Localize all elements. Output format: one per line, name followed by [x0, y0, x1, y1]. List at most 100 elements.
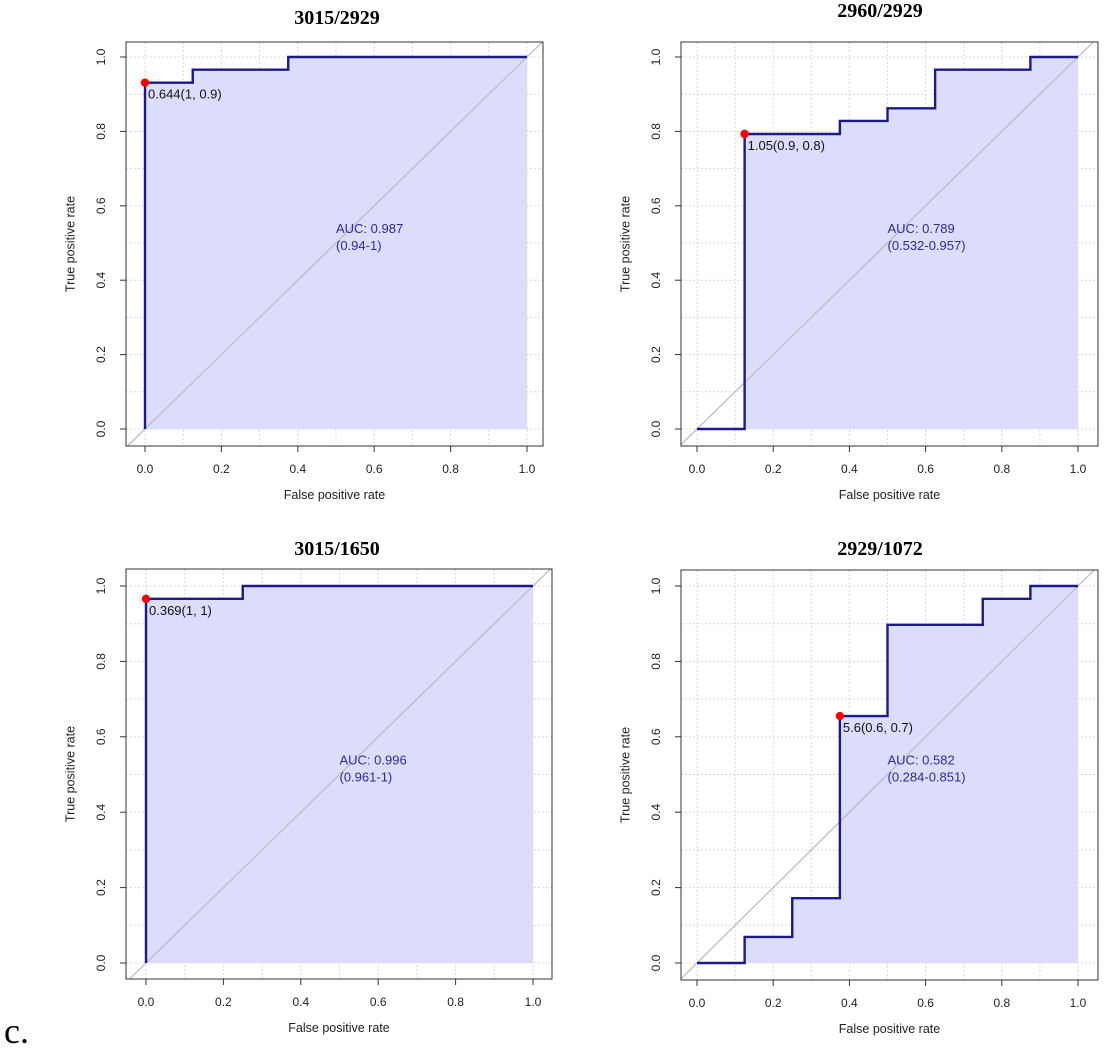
x-tick-label: 1.0 — [1070, 996, 1087, 1010]
best-threshold-point — [835, 711, 845, 721]
y-tick-label: 1.0 — [649, 577, 663, 594]
plot-frame — [680, 41, 1099, 447]
x-tick-label: 0.6 — [370, 995, 387, 1009]
auc-ci-label: (0.532-0.957) — [888, 238, 966, 253]
y-axis-label: True positive rate — [63, 726, 77, 822]
y-tick-label: 0.0 — [649, 420, 663, 437]
best-threshold-label: 0.369(1, 1) — [149, 603, 212, 618]
y-tick-label: 0.0 — [649, 954, 663, 971]
roc-panel-3: 3015/1650 0.0 0.2 0.4 0.6 0.8 1.0 False positiv… — [63, 538, 553, 1035]
auc-ci-label: (0.94-1) — [336, 238, 382, 253]
y-tick-label: 0.2 — [649, 346, 663, 363]
best-threshold-point — [140, 78, 150, 87]
roc-panel-1: 3015/2929 0.0 0.2 0.4 0.6 0.8 1.0 False positiv… — [63, 7, 544, 502]
y-axis-label: True positive rate — [618, 196, 632, 292]
best-threshold-label: 5.6(0.6, 0.7) — [843, 720, 913, 735]
diagonal-reference-line — [681, 42, 1095, 446]
chart-title: 2960/2929 — [837, 0, 923, 22]
y-tick-label: 1.0 — [94, 577, 108, 594]
x-tick-label: 1.0 — [519, 462, 536, 476]
y-tick-label: 0.8 — [649, 123, 663, 140]
diagonal-reference-line — [126, 42, 543, 446]
diagonal-reference-line — [681, 570, 1096, 980]
x-tick-label: 0.6 — [917, 462, 934, 476]
chart-title: 2929/1072 — [837, 538, 923, 560]
roc-curve — [697, 584, 1078, 965]
roc-curve — [697, 55, 1078, 431]
diagonal-reference-line — [128, 569, 552, 979]
x-tick-label: 0.4 — [289, 462, 306, 476]
y-tick-label: 1.0 — [649, 48, 663, 65]
x-tick-label: 0.0 — [689, 996, 706, 1010]
auc-value-label: AUC: 0.996 — [340, 753, 407, 768]
x-tick-label: 0.6 — [917, 996, 934, 1010]
y-axis: 0.0 0.2 0.4 0.6 0.8 1.0 True positive rate — [618, 577, 681, 971]
best-threshold-point — [740, 129, 749, 139]
y-tick-label: 0.6 — [94, 197, 108, 214]
y-tick-label: 1.0 — [94, 48, 108, 65]
plot-frame — [125, 568, 553, 980]
x-tick-label: 0.8 — [993, 996, 1010, 1010]
x-tick-label: 0.2 — [215, 995, 232, 1009]
y-axis-label: True positive rate — [618, 727, 632, 823]
x-tick-label: 0.0 — [137, 462, 154, 476]
panel-label: c. — [4, 1011, 29, 1051]
y-tick-label: 0.4 — [94, 272, 108, 289]
auc-ci-label: (0.284-0.851) — [888, 770, 966, 785]
y-tick-label: 0.2 — [649, 879, 663, 896]
y-tick-label: 0.6 — [94, 728, 108, 745]
x-tick-label: 0.2 — [213, 462, 230, 476]
y-tick-label: 0.2 — [94, 879, 108, 896]
x-tick-label: 0.0 — [689, 462, 706, 476]
x-tick-label: 0.6 — [366, 462, 383, 476]
x-axis-label: False positive rate — [284, 488, 385, 502]
y-tick-label: 0.2 — [94, 346, 108, 363]
x-tick-label: 1.0 — [525, 995, 542, 1009]
y-axis: 0.0 0.2 0.4 0.6 0.8 1.0 True positive rate — [618, 48, 681, 437]
x-axis: 0.0 0.2 0.4 0.6 0.8 1.0 False positive rate — [689, 446, 1087, 502]
x-tick-label: 0.0 — [138, 995, 155, 1009]
y-tick-label: 0.4 — [649, 804, 663, 821]
x-axis-label: False positive rate — [288, 1021, 389, 1035]
roc-curve — [144, 584, 533, 963]
best-threshold-label: 1.05(0.9, 0.8) — [748, 138, 825, 153]
y-tick-label: 0.4 — [649, 272, 663, 289]
x-tick-label: 0.4 — [292, 995, 309, 1009]
best-threshold-point — [141, 594, 151, 604]
x-axis: 0.0 0.2 0.4 0.6 0.8 1.0 False positive rate — [138, 979, 542, 1035]
x-axis: 0.0 0.2 0.4 0.6 0.8 1.0 False positive rate — [689, 980, 1087, 1036]
x-tick-label: 0.4 — [841, 996, 858, 1010]
x-tick-label: 0.4 — [841, 462, 858, 476]
y-tick-label: 0.6 — [649, 197, 663, 214]
plot-frame — [125, 41, 544, 447]
y-tick-label: 0.4 — [94, 804, 108, 821]
chart-title: 3015/2929 — [294, 7, 380, 29]
x-axis-label: False positive rate — [839, 488, 940, 502]
x-axis: 0.0 0.2 0.4 0.6 0.8 1.0 False positive rate — [137, 446, 536, 502]
x-tick-label: 0.8 — [993, 462, 1010, 476]
x-axis-label: False positive rate — [839, 1022, 940, 1036]
y-tick-label: 0.8 — [94, 653, 108, 670]
roc-panel-4: 2929/1072 0.0 0.2 0.4 0.6 0.8 1.0 False positiv… — [618, 538, 1099, 1036]
auc-ci-label: (0.961-1) — [340, 770, 393, 785]
y-tick-label: 0.0 — [94, 420, 108, 437]
chart-title: 3015/1650 — [294, 538, 380, 560]
x-tick-label: 0.8 — [447, 995, 464, 1009]
y-tick-label: 0.6 — [649, 728, 663, 745]
y-tick-label: 0.8 — [649, 653, 663, 670]
roc-panel-2: 2960/2929 0.0 0.2 0.4 0.6 0.8 1.0 False positiv… — [618, 0, 1099, 502]
auc-value-label: AUC: 0.987 — [336, 221, 403, 236]
best-threshold-label: 0.644(1, 0.9) — [148, 87, 222, 102]
y-axis: 0.0 0.2 0.4 0.6 0.8 1.0 True positive rate — [63, 577, 126, 971]
y-tick-label: 0.0 — [94, 954, 108, 971]
x-tick-label: 1.0 — [1070, 462, 1087, 476]
y-axis: 0.0 0.2 0.4 0.6 0.8 1.0 True positive rate — [63, 48, 126, 437]
auc-value-label: AUC: 0.582 — [888, 753, 955, 768]
x-tick-label: 0.2 — [765, 462, 782, 476]
x-tick-label: 0.2 — [765, 996, 782, 1010]
x-tick-label: 0.8 — [442, 462, 459, 476]
y-tick-label: 0.8 — [94, 123, 108, 140]
plot-frame — [680, 569, 1099, 981]
y-axis-label: True positive rate — [63, 196, 77, 292]
